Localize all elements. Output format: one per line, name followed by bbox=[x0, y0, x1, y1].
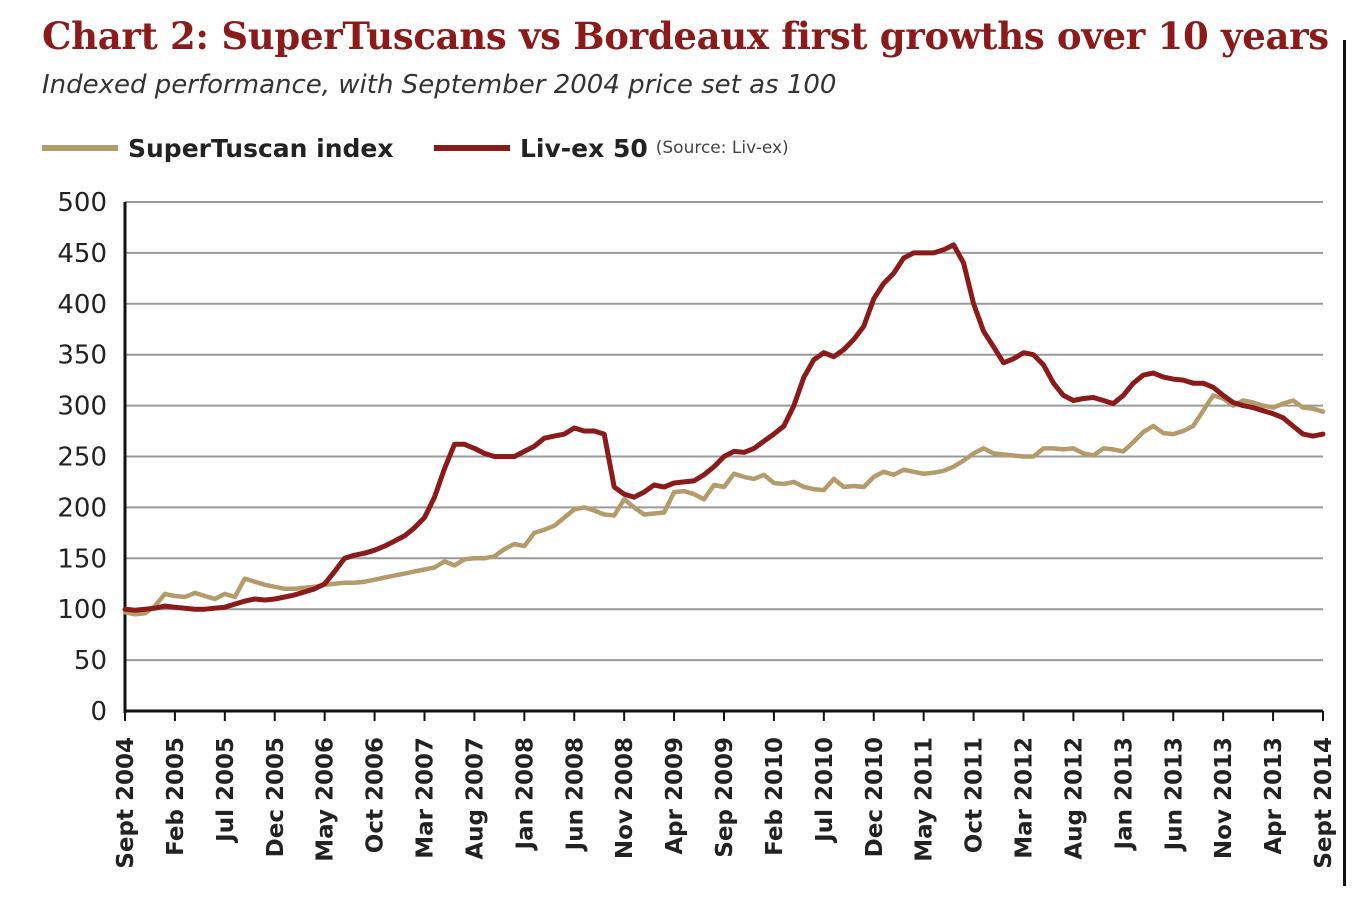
x-tick-label-6: Mar 2007 bbox=[413, 737, 439, 859]
legend-label-supertuscan: SuperTuscan index bbox=[128, 133, 394, 163]
x-tick-label-23: Apr 2013 bbox=[1261, 737, 1287, 855]
chart-subtitle: Indexed performance, with September 2004… bbox=[42, 70, 837, 100]
y-tick-label-150: 150 bbox=[57, 544, 107, 574]
x-tick-label-14: Jul 2010 bbox=[812, 737, 838, 844]
x-tick-labels: Sept 2004 Feb 2005 Jul 2005 Dec 2005 May 200… bbox=[113, 737, 1337, 869]
y-tick-label-350: 350 bbox=[57, 341, 107, 371]
x-tick-label-2: Jul 2005 bbox=[213, 737, 239, 844]
y-tick-label-250: 250 bbox=[57, 443, 107, 473]
legend-swatch-supertuscan bbox=[42, 145, 118, 151]
x-tick-label-9: Jun 2008 bbox=[562, 737, 588, 852]
x-tick-label-7: Aug 2007 bbox=[462, 737, 488, 860]
page-edge-rule bbox=[1343, 40, 1346, 886]
y-tick-label-450: 450 bbox=[57, 239, 107, 269]
legend-item-livex: Liv-ex 50 (Source: Liv-ex) bbox=[434, 128, 789, 168]
legend-source-note: (Source: Liv-ex) bbox=[655, 138, 789, 158]
y-tick-label-300: 300 bbox=[57, 392, 107, 422]
x-tick-label-10: Nov 2008 bbox=[612, 737, 638, 859]
x-tick-label-5: Oct 2006 bbox=[363, 737, 389, 853]
x-tick-label-19: Aug 2012 bbox=[1061, 737, 1087, 860]
x-tick-label-16: May 2011 bbox=[912, 737, 938, 862]
series-line-liv-ex-50 bbox=[122, 242, 1326, 613]
grid-lines bbox=[125, 201, 1323, 662]
x-tick-label-3: Dec 2005 bbox=[263, 737, 289, 857]
y-tick-label-100: 100 bbox=[57, 595, 107, 625]
y-tick-label-0: 0 bbox=[90, 697, 107, 727]
x-tick-label-4: May 2006 bbox=[313, 737, 339, 862]
legend-item-supertuscan: SuperTuscan index bbox=[42, 128, 394, 168]
x-tick-label-11: Apr 2009 bbox=[662, 737, 688, 855]
x-tick-label-17: Oct 2011 bbox=[962, 737, 988, 853]
x-tick-label-13: Feb 2010 bbox=[762, 737, 788, 856]
series-lines bbox=[122, 242, 1326, 617]
x-tick-label-8: Jan 2008 bbox=[512, 737, 538, 851]
series-line-supertuscan-index bbox=[122, 393, 1326, 617]
x-tick-label-24: Sept 2014 bbox=[1311, 737, 1337, 869]
x-tick-label-0: Sept 2004 bbox=[113, 737, 139, 869]
x-tick-label-18: Mar 2012 bbox=[1012, 737, 1038, 859]
y-tick-label-500: 500 bbox=[57, 188, 107, 218]
y-tick-label-200: 200 bbox=[57, 493, 107, 523]
y-tick-label-400: 400 bbox=[57, 290, 107, 320]
x-tick-label-15: Dec 2010 bbox=[862, 737, 888, 857]
y-tick-labels: 0 50 100 150 200 250 300 350 400 450 500 bbox=[57, 188, 107, 727]
x-tick-label-12: Sep 2009 bbox=[712, 737, 738, 858]
y-tick-label-50: 50 bbox=[74, 646, 107, 676]
x-tick-label-20: Jan 2013 bbox=[1111, 737, 1137, 851]
x-tick-label-21: Jun 2013 bbox=[1161, 737, 1187, 852]
x-tick-label-1: Feb 2005 bbox=[163, 737, 189, 856]
legend-swatch-livex bbox=[434, 145, 510, 151]
chart-title: Chart 2: SuperTuscans vs Bordeaux first … bbox=[42, 14, 1329, 58]
legend-label-livex: Liv-ex 50 bbox=[520, 133, 648, 163]
x-tick-label-22: Nov 2013 bbox=[1211, 737, 1237, 859]
axes bbox=[123, 202, 1324, 721]
